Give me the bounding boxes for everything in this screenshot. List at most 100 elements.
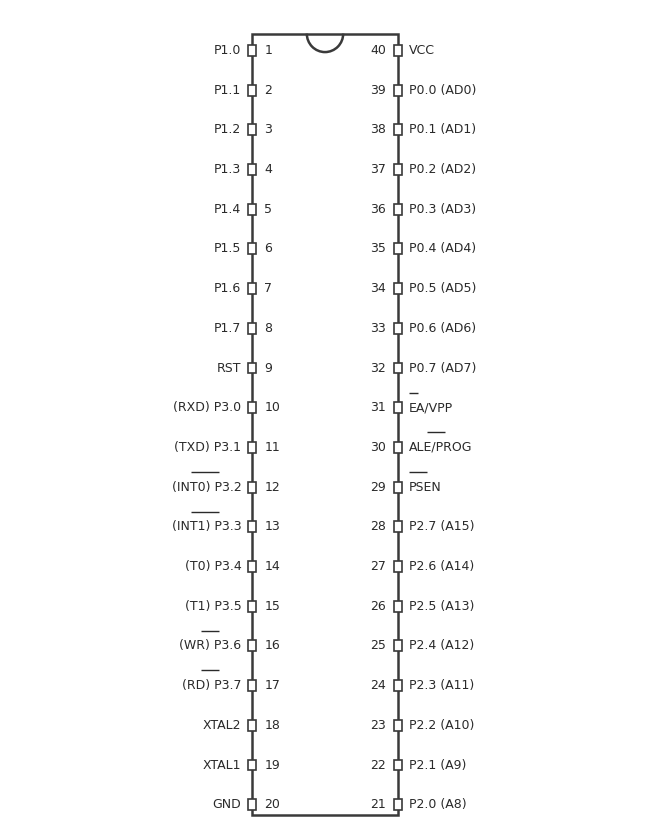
- Text: 7: 7: [264, 282, 272, 295]
- Text: 9: 9: [264, 361, 272, 375]
- Text: 14: 14: [264, 560, 280, 573]
- Text: P0.1 (AD1): P0.1 (AD1): [408, 123, 476, 136]
- Text: (T0) P3.4: (T0) P3.4: [185, 560, 242, 573]
- Text: (WR) P3.6: (WR) P3.6: [179, 639, 242, 653]
- Text: 3: 3: [264, 123, 272, 136]
- Text: (RXD) P3.0: (RXD) P3.0: [174, 402, 242, 414]
- Text: 11: 11: [264, 441, 280, 454]
- Bar: [394, 680, 402, 691]
- Text: 21: 21: [370, 798, 386, 811]
- Text: 40: 40: [370, 44, 386, 57]
- Text: 38: 38: [370, 123, 386, 136]
- Bar: [248, 601, 256, 612]
- Text: 39: 39: [370, 84, 386, 97]
- Bar: [248, 244, 256, 255]
- Text: 32: 32: [370, 361, 386, 375]
- Text: XTAL1: XTAL1: [203, 759, 242, 771]
- Bar: [394, 601, 402, 612]
- Bar: [248, 164, 256, 175]
- Bar: [248, 323, 256, 333]
- Text: 23: 23: [370, 719, 386, 732]
- Text: (T1) P3.5: (T1) P3.5: [185, 600, 242, 612]
- Text: 31: 31: [370, 402, 386, 414]
- Bar: [394, 481, 402, 492]
- Bar: [394, 164, 402, 175]
- Text: 37: 37: [370, 163, 386, 176]
- Text: 5: 5: [264, 202, 272, 216]
- Text: P1.1: P1.1: [214, 84, 242, 97]
- Text: PSEN: PSEN: [408, 480, 441, 494]
- Text: (INT0) P3.2: (INT0) P3.2: [172, 480, 242, 494]
- Bar: [394, 800, 402, 810]
- Text: 34: 34: [370, 282, 386, 295]
- Bar: [394, 363, 402, 374]
- Bar: [248, 204, 256, 215]
- Bar: [394, 522, 402, 533]
- Text: P2.7 (A15): P2.7 (A15): [408, 520, 474, 533]
- Text: 1: 1: [264, 44, 272, 57]
- Text: P2.3 (A11): P2.3 (A11): [408, 679, 474, 692]
- Text: P2.6 (A14): P2.6 (A14): [408, 560, 474, 573]
- Bar: [394, 442, 402, 453]
- Text: P1.6: P1.6: [214, 282, 242, 295]
- Text: 27: 27: [370, 560, 386, 573]
- Text: 17: 17: [264, 679, 280, 692]
- Text: P2.5 (A13): P2.5 (A13): [408, 600, 474, 612]
- Text: P0.7 (AD7): P0.7 (AD7): [408, 361, 476, 375]
- Bar: [248, 759, 256, 770]
- Text: 2: 2: [264, 84, 272, 97]
- Text: 13: 13: [264, 520, 280, 533]
- Text: P0.4 (AD4): P0.4 (AD4): [408, 243, 476, 255]
- Bar: [394, 720, 402, 731]
- Bar: [248, 481, 256, 492]
- Text: 15: 15: [264, 600, 280, 612]
- Text: P2.1 (A9): P2.1 (A9): [408, 759, 466, 771]
- Text: (INT1) P3.3: (INT1) P3.3: [172, 520, 242, 533]
- Bar: [248, 124, 256, 135]
- Text: P1.3: P1.3: [214, 163, 242, 176]
- Text: EA/VPP: EA/VPP: [408, 402, 452, 414]
- Bar: [394, 244, 402, 255]
- Text: P1.0: P1.0: [214, 44, 242, 57]
- Bar: [394, 402, 402, 413]
- Text: P0.3 (AD3): P0.3 (AD3): [408, 202, 476, 216]
- Text: P0.0 (AD0): P0.0 (AD0): [408, 84, 476, 97]
- Text: P0.2 (AD2): P0.2 (AD2): [408, 163, 476, 176]
- Text: (RD) P3.7: (RD) P3.7: [182, 679, 242, 692]
- Bar: [394, 640, 402, 651]
- Text: 28: 28: [370, 520, 386, 533]
- Text: 12: 12: [264, 480, 280, 494]
- Bar: [248, 800, 256, 810]
- Text: 30: 30: [370, 441, 386, 454]
- Text: VCC: VCC: [408, 44, 434, 57]
- Bar: [248, 402, 256, 413]
- Text: P2.2 (A10): P2.2 (A10): [408, 719, 474, 732]
- Text: 16: 16: [264, 639, 280, 653]
- Bar: [248, 640, 256, 651]
- Text: P2.0 (A8): P2.0 (A8): [408, 798, 466, 811]
- Text: RST: RST: [217, 361, 242, 375]
- Text: 25: 25: [370, 639, 386, 653]
- Bar: [248, 363, 256, 374]
- Text: 26: 26: [370, 600, 386, 612]
- Bar: [248, 561, 256, 572]
- Bar: [394, 45, 402, 55]
- Text: XTAL2: XTAL2: [203, 719, 242, 732]
- Text: P1.2: P1.2: [214, 123, 242, 136]
- Bar: [394, 204, 402, 215]
- Text: ALE/PROG: ALE/PROG: [408, 441, 472, 454]
- Bar: [394, 323, 402, 333]
- Text: 22: 22: [370, 759, 386, 771]
- Bar: [248, 45, 256, 55]
- Text: 6: 6: [264, 243, 272, 255]
- Bar: [248, 680, 256, 691]
- Bar: [394, 283, 402, 294]
- Text: 4: 4: [264, 163, 272, 176]
- Bar: [248, 283, 256, 294]
- Text: 18: 18: [264, 719, 280, 732]
- Text: 20: 20: [264, 798, 280, 811]
- Bar: [394, 124, 402, 135]
- Text: P1.7: P1.7: [214, 322, 242, 335]
- Text: 29: 29: [370, 480, 386, 494]
- Text: P1.5: P1.5: [214, 243, 242, 255]
